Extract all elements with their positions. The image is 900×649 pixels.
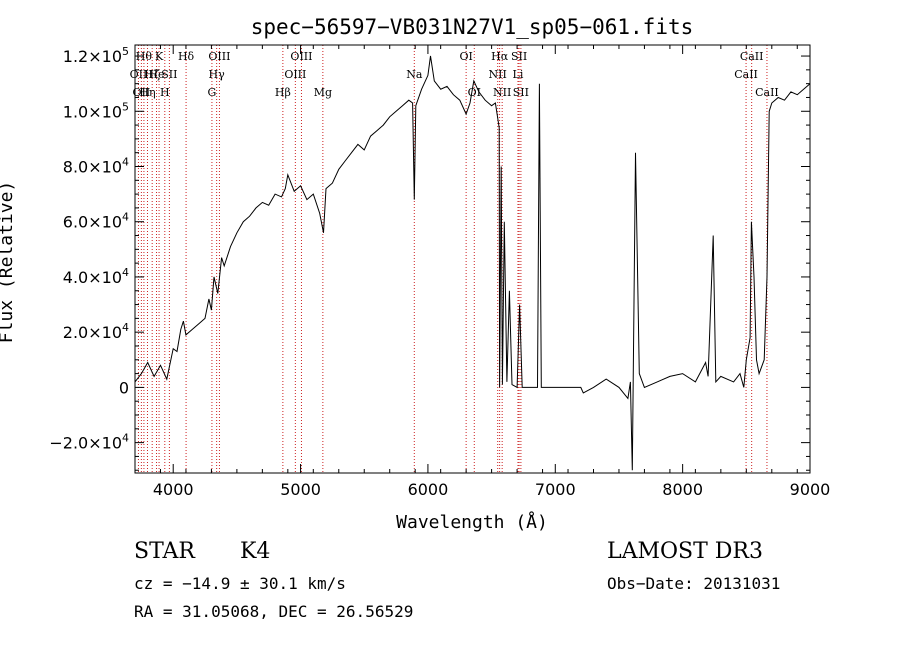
y-tick-label: 1.2×105 bbox=[63, 45, 129, 66]
y-tick-label: 1.0×105 bbox=[63, 100, 129, 121]
x-tick-label: 4000 bbox=[153, 480, 194, 499]
coordinates: RA = 31.05068, DEC = 26.56529 bbox=[134, 602, 414, 621]
x-tick-label: 7000 bbox=[535, 480, 576, 499]
line-marker-label: NII bbox=[493, 86, 511, 99]
chart-title: spec−56597−VB031N27V1_sp05−061.fits bbox=[251, 15, 694, 39]
line-marker-label: H bbox=[160, 86, 170, 99]
line-marker-label: SII bbox=[511, 50, 527, 63]
obs-date: Obs−Date: 20131031 bbox=[607, 574, 781, 593]
y-tick-label: 4.0×104 bbox=[63, 266, 129, 287]
line-marker-label: Na bbox=[406, 68, 423, 81]
y-tick-label: −2.0×104 bbox=[49, 432, 129, 453]
line-marker-label: Hβ bbox=[275, 86, 291, 99]
line-marker-label: Hη bbox=[139, 86, 155, 99]
survey-label: LAMOST DR3 bbox=[607, 539, 763, 564]
line-marker-label: SII bbox=[513, 86, 529, 99]
x-tick-label: 5000 bbox=[280, 480, 321, 499]
line-marker-label: G bbox=[208, 86, 217, 99]
line-marker-label: K bbox=[155, 50, 164, 63]
object-subclass: K4 bbox=[240, 539, 271, 564]
line-marker-label: NII bbox=[489, 68, 507, 81]
redshift-cz: cz = −14.9 ± 30.1 km/s bbox=[134, 574, 346, 593]
line-marker-label: OIII bbox=[284, 68, 306, 81]
y-tick-label: 8.0×104 bbox=[63, 155, 129, 176]
y-tick-label: 6.0×104 bbox=[63, 211, 129, 232]
line-marker-label: He bbox=[148, 68, 164, 81]
line-marker-label: Mg bbox=[314, 86, 332, 99]
line-marker-label: SII bbox=[161, 68, 177, 81]
line-marker-label: Hγ bbox=[209, 68, 226, 81]
line-marker-label: CaII bbox=[740, 50, 764, 63]
line-marker-label: CaII bbox=[734, 68, 758, 81]
line-marker-label: Hδ bbox=[178, 50, 195, 63]
plot-frame bbox=[134, 44, 811, 474]
line-marker-label: OII bbox=[133, 86, 151, 99]
line-marker-label: Hθ bbox=[136, 50, 153, 63]
y-tick-label: 0 bbox=[119, 378, 129, 397]
y-tick-label: 2.0×104 bbox=[63, 321, 129, 342]
line-marker-label: OIII bbox=[290, 50, 312, 63]
line-marker-label: OII bbox=[130, 68, 148, 81]
line-marker-label: OI bbox=[459, 50, 472, 63]
y-axis-label: Flux (Relative) bbox=[0, 181, 17, 344]
spectrum-series-line bbox=[134, 55, 811, 471]
line-marker-label: CaII bbox=[755, 86, 779, 99]
line-marker-label: Li bbox=[513, 68, 524, 81]
x-tick-label: 6000 bbox=[408, 480, 449, 499]
x-axis-label: Wavelength (Å) bbox=[396, 511, 548, 533]
line-marker-label: Hζ bbox=[144, 68, 160, 81]
x-tick-label: 8000 bbox=[662, 480, 703, 499]
line-marker-label: OIII bbox=[208, 50, 230, 63]
x-tick-label: 9000 bbox=[790, 480, 831, 499]
object-class: STAR bbox=[134, 539, 195, 564]
line-marker-label: Hα bbox=[491, 50, 509, 63]
